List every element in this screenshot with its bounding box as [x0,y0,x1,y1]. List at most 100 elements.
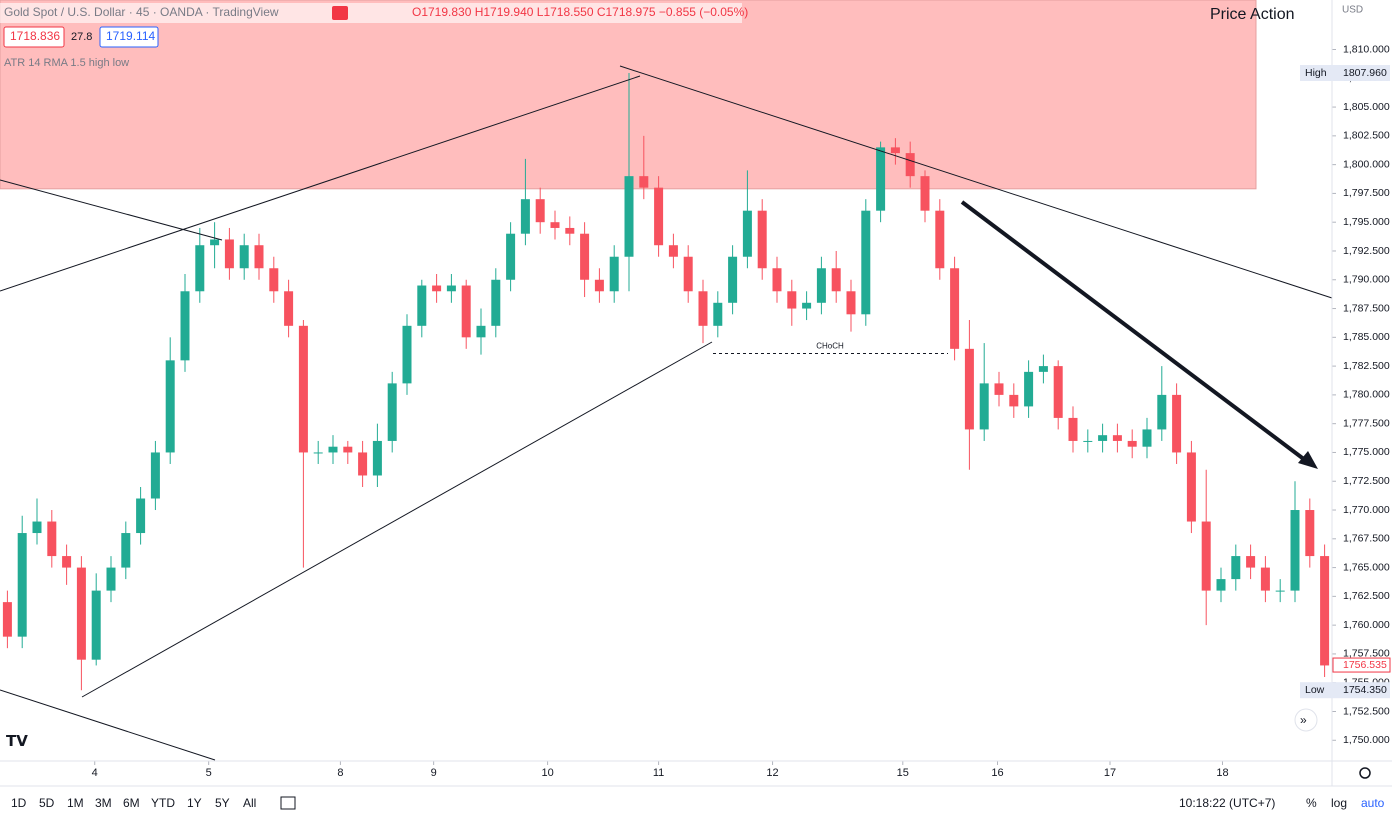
scale-option[interactable]: auto [1361,796,1385,810]
y-tick-label: 1,762.500 [1343,590,1390,602]
candle-body [32,521,42,534]
candle-body [387,383,397,441]
candle-body [1246,556,1256,568]
candle-body [1172,394,1182,453]
candle-body [831,268,841,292]
candle-body [461,285,471,338]
candle-body [861,210,871,315]
scale-option[interactable]: % [1306,796,1317,810]
candle-body [713,302,723,326]
candle-body [565,227,575,234]
candle-body [639,176,649,188]
candle-body [1098,435,1108,441]
flag-icon[interactable] [332,6,348,20]
choch-label: CHoCH [816,342,844,351]
candle-body [195,245,205,292]
candle-body [1275,590,1285,592]
candle-body [742,210,752,257]
candle-body [1112,435,1122,441]
candle-body [17,533,27,637]
candle-body [1320,556,1330,666]
candle-body [920,176,930,211]
trend-line [619,65,1333,299]
candle-body [417,285,427,326]
x-tick-label: 16 [991,767,1003,779]
range-button[interactable]: YTD [151,796,175,810]
trend-line [0,689,216,761]
range-button[interactable]: 1D [11,796,27,810]
candle-body [2,602,12,637]
candle-body [772,268,782,292]
y-tick-label: 1,805.000 [1343,101,1390,113]
candle-body [624,176,634,257]
tv-logo: 𝗧𝗩 [6,733,28,750]
candle-body [580,233,590,280]
candle-body [964,348,974,430]
candle-body [446,285,456,292]
candle-body [757,210,767,269]
candle-body [239,245,249,269]
y-tick-label: 1,750.000 [1343,734,1390,746]
candle-body [269,268,279,292]
candle-body [491,279,501,326]
y-tick-label: 1,790.000 [1343,274,1390,286]
y-tick-label: 1,787.500 [1343,302,1390,314]
y-tick-label: 1,760.000 [1343,619,1390,631]
candle-body [1260,567,1270,591]
candle-body [313,452,323,454]
x-tick-label: 10 [541,767,553,779]
supply-zone [0,0,1257,190]
buy-button[interactable] [99,26,159,48]
candle-body [432,285,442,292]
candle-body [402,325,412,384]
candle-body [136,498,146,534]
candle-body [816,268,826,303]
y-tick-label: 1,792.500 [1343,245,1390,257]
range-button[interactable]: 3M [95,796,112,810]
trend-line [81,341,713,698]
header-bg [0,3,742,23]
candle-body [609,256,619,292]
y-tick-label: 1,767.500 [1343,533,1390,545]
candle-body [935,210,945,269]
range-button[interactable]: 6M [123,796,140,810]
candle-body [1068,417,1078,441]
symbol: Gold Spot / U.S. Dollar · 45 · OANDA · T… [4,5,279,19]
candle-body [150,452,160,499]
candle-body [698,291,708,326]
sell-button[interactable] [3,26,65,48]
candle-body [106,567,116,591]
range-button[interactable]: 5D [39,796,55,810]
candle-body [224,239,234,269]
date-range-icon[interactable] [280,796,296,810]
clock: 10:18:22 (UTC+7) [1179,796,1275,810]
scale-option[interactable]: log [1331,796,1347,810]
range-button[interactable]: 5Y [215,796,230,810]
range-button[interactable]: 1M [67,796,84,810]
candle-body [728,256,738,303]
candle-body [594,279,604,292]
candle-body [787,291,797,309]
trend-line [0,75,641,292]
y-tick-label: 1,775.000 [1343,446,1390,458]
price-marker-bg [1300,64,1390,81]
trend-line [0,179,223,241]
x-tick-label: 8 [337,767,343,779]
range-button[interactable]: 1Y [187,796,202,810]
candle-body [254,245,264,269]
candle-body [683,256,693,292]
y-tick-label: 1,810.000 [1343,43,1390,55]
y-tick-label: 1,777.500 [1343,417,1390,429]
y-tick-label: 1,795.000 [1343,216,1390,228]
range-button[interactable]: All [243,796,256,810]
candle-body [180,291,190,361]
ask: 1719.114 [106,29,155,43]
x-tick-label: 11 [653,767,664,779]
scroll-button[interactable] [1294,708,1318,732]
settings-icon[interactable] [1359,767,1371,779]
chart-title: Price Action [1210,6,1294,23]
candle-body [1038,366,1048,372]
candle-body [994,383,1004,395]
